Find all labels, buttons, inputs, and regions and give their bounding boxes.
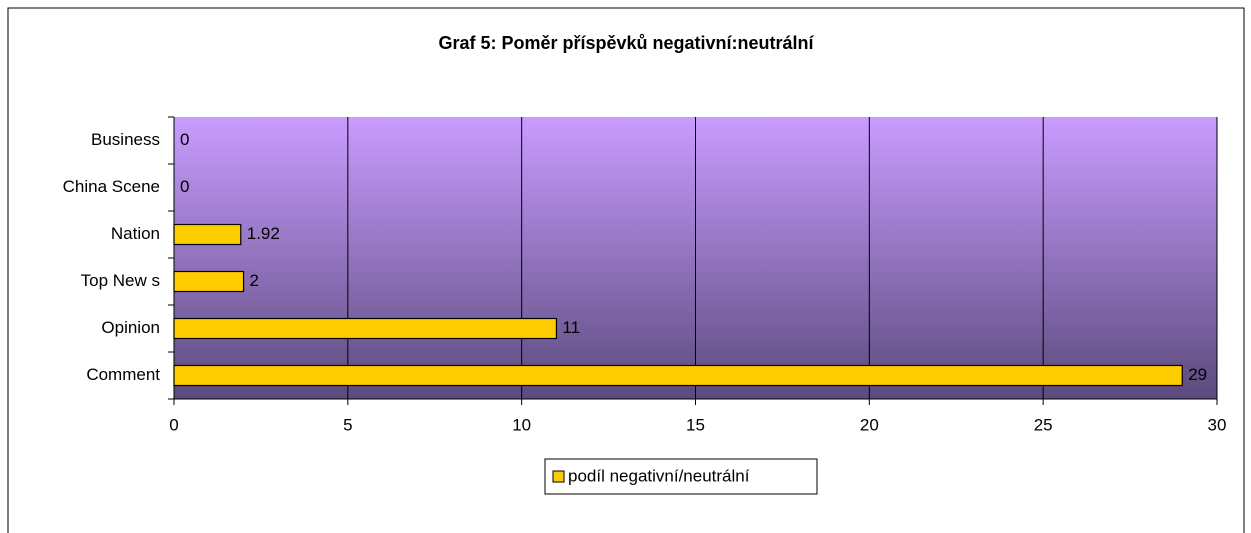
chart-title: Graf 5: Poměr příspěvků negativní:neutrá…: [438, 33, 814, 53]
value-label: 2: [250, 271, 259, 290]
y-tick-label: Comment: [86, 365, 160, 384]
value-label: 11: [562, 318, 580, 337]
x-tick-label: 20: [860, 415, 879, 434]
bar: [173, 317, 558, 340]
legend-label: podíl negativní/neutrální: [568, 466, 750, 485]
y-tick-label: China Scene: [63, 177, 160, 196]
x-tick-label: 15: [686, 415, 705, 434]
chart-border: [7, 7, 1245, 533]
legend: [544, 458, 818, 495]
x-tick-label: 5: [343, 415, 352, 434]
bar: [173, 270, 245, 293]
y-tick-label: Opinion: [101, 318, 160, 337]
value-label: 29: [1188, 365, 1207, 384]
y-tick-label: Top New s: [81, 271, 160, 290]
x-tick-label: 30: [1208, 415, 1227, 434]
x-tick-label: 0: [169, 415, 178, 434]
y-tick-label: Nation: [111, 224, 160, 243]
value-label: 1.92: [247, 224, 280, 243]
legend-swatch: [552, 470, 565, 483]
value-label: 0: [180, 177, 189, 196]
value-label: 0: [180, 130, 189, 149]
y-tick-label: Business: [91, 130, 160, 149]
bar: [173, 364, 1183, 387]
x-tick-label: 10: [512, 415, 531, 434]
bar: [173, 223, 242, 246]
x-tick-label: 25: [1034, 415, 1053, 434]
